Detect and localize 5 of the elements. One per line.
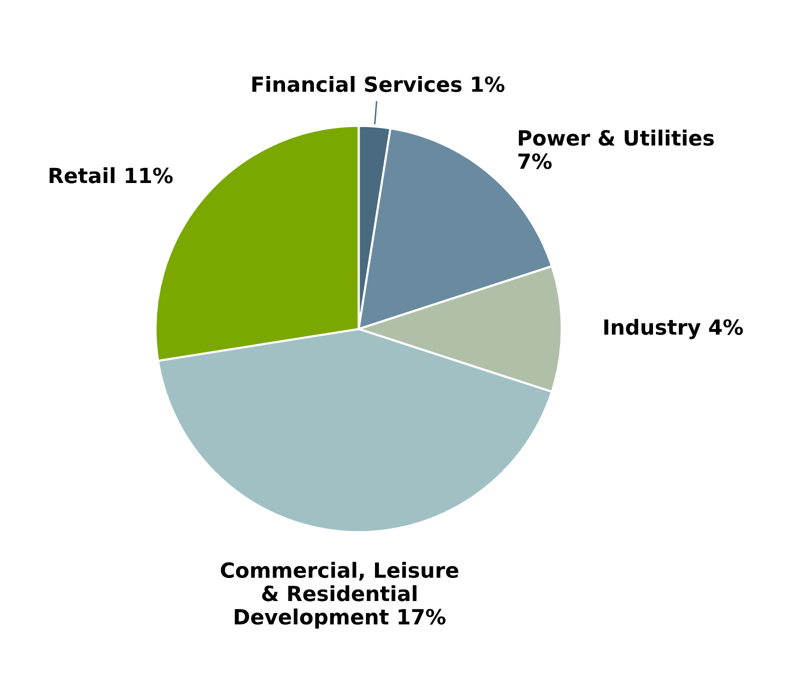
- slice-label: Power & Utilities 7%: [518, 130, 714, 170]
- slice-label: Retail 11%: [50, 167, 173, 184]
- slice-label: Commercial, Leisure & Residential Development 17%: [220, 562, 458, 629]
- slice-label: Industry 4%: [604, 318, 743, 340]
- slice-label: Financial Services 1%: [252, 76, 504, 92]
